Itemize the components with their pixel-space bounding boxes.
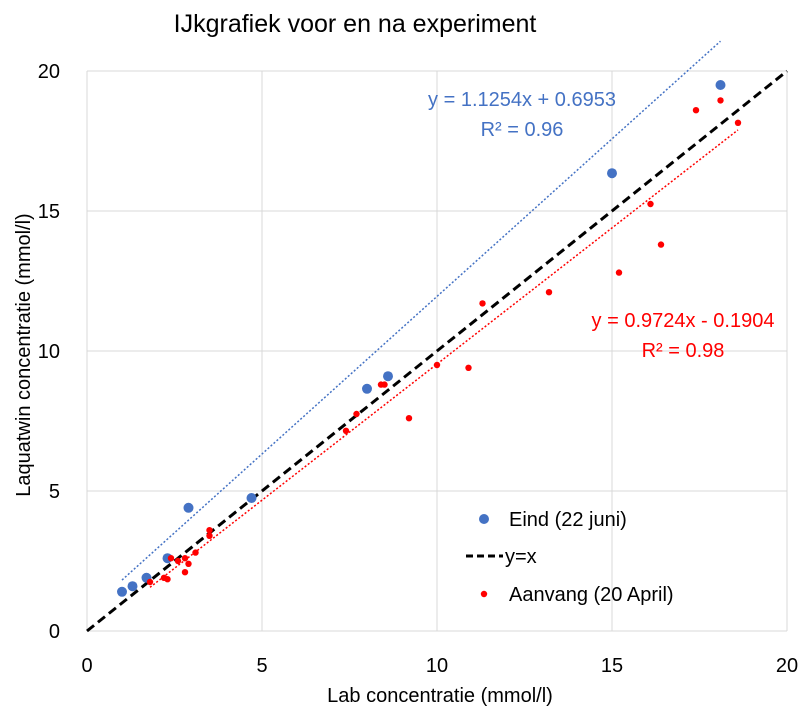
x-tick-label: 15 (601, 655, 623, 677)
x-tick-label: 5 (256, 655, 267, 677)
legend-marker-eind (479, 514, 489, 524)
series-lines (86, 69, 788, 633)
data-points (117, 80, 742, 597)
data-point-aanvang (647, 200, 654, 208)
blue-trendline-equation: y = 1.1254x + 0.6953 (428, 89, 616, 111)
x-tick-label: 10 (426, 655, 448, 677)
identity-line (86, 69, 788, 633)
red-trendline-equation: y = 0.9724x - 0.1904 (592, 310, 775, 332)
trendline-2 (149, 129, 739, 588)
data-point-aanvang (192, 549, 199, 556)
data-point-aanvang (342, 427, 350, 434)
data-point-eind (117, 586, 127, 597)
data-point-aanvang (164, 576, 171, 583)
data-point-aanvang (206, 532, 213, 539)
data-point-aanvang (206, 527, 213, 534)
y-tick-label: 10 (38, 341, 60, 363)
data-point-eind (362, 383, 372, 394)
grid (86, 70, 788, 632)
data-point-aanvang (479, 300, 486, 307)
y-tick-label: 20 (38, 61, 60, 83)
data-point-eind (607, 168, 617, 179)
data-point-aanvang (545, 289, 553, 296)
legend: Eind (22 juni) y=x Aanvang (20 April) (466, 509, 674, 606)
chart-title: IJkgrafiek voor en na experiment (174, 10, 537, 38)
legend-label-eind: Eind (22 juni) (509, 509, 627, 531)
data-point-aanvang (465, 364, 472, 371)
legend-label-aanvang: Aanvang (20 April) (509, 584, 674, 606)
data-point-eind (246, 493, 257, 503)
data-point-aanvang (181, 569, 189, 576)
data-point-aanvang (353, 410, 360, 418)
data-point-aanvang (734, 119, 742, 127)
y-tick-label: 0 (49, 621, 60, 643)
data-point-aanvang (181, 555, 189, 562)
x-tick-label: 0 (81, 655, 92, 677)
red-trendline-r2: R² = 0.98 (642, 340, 725, 362)
y-axis-label: Laquatwin concentratie (mmol/l) (13, 213, 35, 496)
data-point-aanvang (615, 269, 623, 276)
data-point-aanvang (185, 560, 192, 567)
data-point-eind (127, 581, 138, 592)
y-tick-label: 5 (49, 481, 60, 503)
legend-label-yx: y=x (505, 546, 537, 568)
data-point-aanvang (381, 381, 388, 388)
data-point-aanvang (657, 241, 665, 248)
data-point-aanvang (433, 361, 441, 369)
y-tick-label: 15 (38, 201, 60, 223)
data-point-eind (715, 80, 726, 90)
data-point-aanvang (405, 415, 413, 422)
legend-marker-aanvang (480, 590, 488, 598)
data-point-eind (183, 502, 194, 513)
data-point-aanvang (146, 578, 154, 586)
x-axis-label: Lab concentratie (mmol/l) (327, 685, 553, 707)
data-point-aanvang (692, 107, 700, 114)
data-point-aanvang (174, 557, 182, 565)
data-point-aanvang (717, 97, 724, 104)
data-point-aanvang (167, 555, 175, 562)
trendlines (121, 40, 739, 588)
x-tick-label: 20 (776, 655, 798, 677)
blue-trendline-r2: R² = 0.96 (481, 119, 564, 141)
y-axis-ticks: 0 5 10 15 20 (38, 61, 60, 643)
data-point-eind (383, 371, 393, 382)
x-axis-ticks: 0 5 10 15 20 (81, 655, 798, 677)
